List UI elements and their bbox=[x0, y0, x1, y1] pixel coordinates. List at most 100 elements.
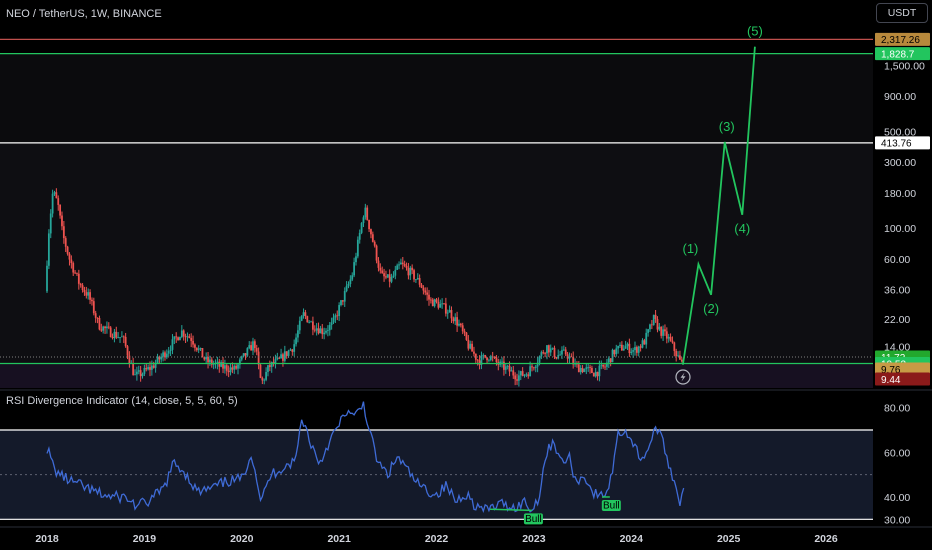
price-badge-2[interactable]: 413.76 bbox=[875, 136, 930, 150]
price-badge-6[interactable]: 9.44 bbox=[875, 372, 930, 386]
candle-body bbox=[639, 346, 642, 348]
candle-body bbox=[338, 305, 341, 316]
candle-body bbox=[282, 354, 284, 361]
candle-body bbox=[160, 356, 163, 360]
candle-body bbox=[443, 303, 445, 305]
candle-body bbox=[467, 339, 470, 349]
candle-body bbox=[351, 275, 354, 280]
price-badge-0[interactable]: 2,317.26 bbox=[875, 32, 930, 46]
candle-body bbox=[212, 363, 215, 365]
candle-body bbox=[77, 273, 80, 284]
candle-body bbox=[431, 299, 434, 307]
candle-body bbox=[238, 359, 241, 365]
price-badge-label: 9.44 bbox=[881, 375, 901, 386]
candle-body bbox=[336, 315, 339, 317]
candle-body bbox=[463, 331, 466, 333]
candle-body bbox=[386, 274, 389, 278]
candle-body bbox=[291, 349, 294, 352]
rsi-pane[interactable] bbox=[0, 401, 873, 520]
candle-body bbox=[332, 317, 335, 323]
candle-body bbox=[368, 219, 370, 230]
candle-body bbox=[405, 265, 408, 268]
candle-body bbox=[115, 331, 118, 338]
bull-badge-0[interactable]: Bull bbox=[523, 513, 543, 525]
candle-body bbox=[66, 246, 69, 254]
bull-badge-1[interactable]: Bull bbox=[601, 499, 621, 512]
candle-body bbox=[448, 310, 451, 313]
candle-body bbox=[347, 284, 350, 286]
candle-body bbox=[465, 332, 468, 340]
price-badge-bg bbox=[875, 136, 930, 150]
candle-body bbox=[184, 336, 187, 338]
candle-body bbox=[418, 278, 421, 285]
candle-body bbox=[650, 324, 653, 326]
candle-body bbox=[544, 353, 547, 355]
candle-body bbox=[585, 367, 588, 370]
price-badge-1[interactable]: 1,828.7 bbox=[875, 47, 930, 60]
candle-body bbox=[559, 354, 561, 356]
candle-body bbox=[205, 356, 208, 360]
candle-body bbox=[667, 336, 670, 339]
rsi-indicator-title[interactable]: RSI Divergence Indicator (14, close, 5, … bbox=[6, 395, 238, 407]
price-badge-5[interactable]: 9.76 bbox=[875, 362, 930, 376]
candle-body bbox=[195, 347, 198, 351]
candle-body bbox=[624, 346, 627, 349]
rsi-axis[interactable]: 80.00 60.00 40.00 30.00 bbox=[884, 403, 910, 527]
candle-body bbox=[169, 349, 172, 351]
candle-body bbox=[227, 370, 230, 373]
time-tick-label: 2025 bbox=[717, 533, 741, 545]
candle-body bbox=[617, 345, 620, 349]
candle-body bbox=[581, 367, 584, 373]
currency-button[interactable]: USDT bbox=[876, 3, 928, 23]
candle-body bbox=[179, 337, 181, 341]
candle-body bbox=[62, 226, 65, 239]
candle-body bbox=[456, 317, 458, 326]
candle-body bbox=[540, 352, 543, 357]
candle-body bbox=[220, 362, 223, 367]
candle-body bbox=[677, 355, 679, 357]
candle-body bbox=[107, 326, 110, 328]
candle-body bbox=[572, 356, 575, 365]
candle-body bbox=[360, 223, 363, 233]
time-tick-label: 2020 bbox=[230, 533, 254, 545]
candle-body bbox=[270, 362, 273, 368]
candle-body bbox=[536, 362, 539, 367]
candle-body bbox=[268, 365, 271, 368]
time-axis[interactable]: 2018 2019 2020 2021 2022 2023 2024 2025 2026 bbox=[35, 533, 838, 545]
candle-body bbox=[424, 290, 427, 293]
bull-badge-bg bbox=[601, 499, 621, 511]
elliott-wave-line[interactable] bbox=[681, 46, 756, 365]
candle-body bbox=[117, 337, 120, 338]
candle-body bbox=[180, 330, 183, 338]
lightning-icon[interactable] bbox=[675, 369, 691, 385]
candle-body bbox=[51, 193, 54, 214]
candle-body bbox=[598, 365, 601, 377]
price-axis[interactable]: 1,500.00 900.00 500.00 300.00 180.00 100.00 60… bbox=[875, 32, 930, 386]
rsi-line[interactable] bbox=[46, 401, 685, 513]
candle-body bbox=[403, 264, 406, 266]
candle-body bbox=[486, 357, 488, 361]
candle-body bbox=[675, 350, 678, 357]
candle-body bbox=[506, 365, 509, 367]
candle-body bbox=[242, 353, 245, 357]
candle-body bbox=[426, 292, 429, 295]
candle-body bbox=[649, 324, 651, 330]
rsi-tick-label: 60.00 bbox=[884, 447, 910, 459]
candle-body bbox=[594, 371, 597, 377]
candle-body bbox=[396, 265, 399, 270]
price-pane[interactable] bbox=[0, 53, 873, 388]
candle-body bbox=[89, 292, 91, 300]
candle-body bbox=[566, 354, 569, 359]
candle-body bbox=[665, 331, 668, 339]
candle-body bbox=[662, 329, 664, 336]
candle-body bbox=[92, 301, 95, 314]
candle-body bbox=[482, 354, 485, 356]
candle-body bbox=[353, 262, 356, 276]
candle-body bbox=[371, 234, 374, 242]
candle-body bbox=[373, 241, 376, 246]
wave-label-5: (5) bbox=[747, 24, 763, 39]
price-tick-label: 36.00 bbox=[884, 285, 910, 297]
candle-body bbox=[315, 328, 318, 331]
candle-body bbox=[602, 364, 605, 367]
